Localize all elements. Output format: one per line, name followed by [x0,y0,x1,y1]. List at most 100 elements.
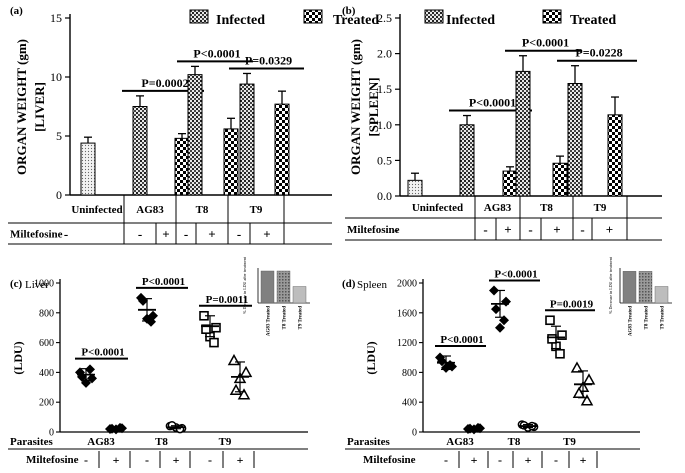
bar-uninfected-uninfected [407,179,423,197]
inset-chart: AG83 Treated T8 Treated T9 Treated % Decrea… [608,256,672,336]
y-tick-label: 5 [56,129,62,143]
y-tick-label: 200 [39,398,54,409]
miltefosine-plus: + [471,453,478,467]
miltefosine-minus: - [498,453,502,467]
data-point-diamond [85,364,95,375]
group-label-t9: T9 [563,436,576,448]
bar-t9-infected [239,83,255,196]
y-tick-label: 1200 [397,338,417,349]
miltefosine-minus: - [84,453,88,467]
y-tick-label: 1.5 [377,82,392,96]
parasites-row-label: Parasites [347,436,390,448]
organ-label: Liver [25,279,49,291]
inset-bar [638,271,653,304]
data-point-diamond [495,322,505,333]
panel-label: (c) [10,278,23,290]
bar-t8-treated [223,128,239,196]
pvalue-label: P=0.0329 [245,53,292,67]
bar-ag83-treated [174,137,190,196]
legend-treated-label: Treated [570,13,616,28]
inset-bar [276,270,291,304]
inset-category-label: AG83 Treated [629,306,634,336]
data-point-diamond [489,285,499,296]
data-point-square [547,334,557,344]
y-axis-label: (LDU) [11,341,25,374]
pvalue-label: P=0.0011 [206,294,249,306]
pvalue-label: P=0.0228 [575,46,622,60]
miltefosine-minus: - [145,453,149,467]
inset-category-label: T8 Treated [645,306,650,330]
legend-infected-label: Infected [446,13,495,28]
legend-treated-label: Treated [333,13,379,28]
data-point-square [545,315,555,326]
y-tick-label: 800 [39,308,54,319]
inset-category-label: T9 Treated [661,306,666,330]
miltefosine-plus: + [525,453,532,467]
miltefosine-plus: + [162,227,169,242]
group-label-ag83: AG83 [136,204,164,216]
data-point-triangle [239,365,253,378]
bar-t8-infected [515,70,531,197]
y-axis-label-organ: [SPLEEN] [366,77,381,136]
y-tick-label: 2000 [397,279,417,290]
panel-d: (d) Spleen (LDU) 0 400 800 1200 1600 2000 P<0.000… [342,256,672,468]
panel-label: (b) [342,5,356,17]
bar-t9-treated [607,114,623,197]
y-axis-label-organ: [LIVER] [32,82,47,132]
group-label-t9: T9 [594,202,607,214]
inset-bar [622,271,637,304]
pvalue-label: P=0.0002 [141,76,188,90]
miltefosine-minus: - [444,453,448,467]
miltefosine-plus: + [553,222,560,237]
data-point-diamond [146,316,156,327]
bar-uninfected-uninfected [80,142,96,196]
y-tick-label: 800 [402,368,417,379]
y-axis-label: ORGAN WEIGHT (gm) [348,39,363,175]
data-point-triangle [582,373,596,385]
inset-category-label: T8 Treated [283,306,288,330]
miltefosine-minus: - [138,227,142,242]
bar-t9-treated [274,103,290,196]
pvalue-label: P<0.0001 [469,96,516,110]
inset-bar [292,286,307,304]
bar-t8-treated [552,162,568,197]
miltefosine-plus: + [113,453,120,467]
panel-label: (a) [10,5,23,17]
bar-t9-infected [567,83,583,197]
legend-infected-label: Infected [216,13,265,28]
legend: Infected Treated [189,9,379,28]
legend-swatch-infected [424,9,444,24]
group-label-ag83: AG83 [87,436,115,448]
group-label-uninfected: Uninfected [71,204,122,216]
group-label-uninfected: Uninfected [412,202,463,214]
group-label-t8: T8 [155,436,168,448]
data-point-square [557,330,567,340]
miltefosine-minus: - [208,453,212,467]
miltefosine-minus: - [554,453,558,467]
miltefosine-row-label: Miltefosine [363,454,416,466]
bar-ag83-treated [502,170,518,197]
y-tick-label: 0 [412,428,417,439]
y-axis-label: ORGAN WEIGHT (gm) [14,39,29,175]
miltefosine-minus: - [394,222,398,237]
y-tick-label: 10 [50,70,62,84]
data-point-square [211,322,221,333]
miltefosine-plus: + [173,453,180,467]
y-tick-label: 0 [49,428,54,439]
data-point-diamond [491,304,501,315]
y-tick-label: 1.0 [377,118,392,132]
data-point-triangle [570,361,584,373]
y-tick-label: 2.5 [377,11,392,25]
y-tick-label: 400 [39,368,54,379]
miltefosine-plus: + [504,222,511,237]
miltefosine-minus: - [64,227,68,242]
inset-category-label: T9 Treated [299,306,304,330]
y-tick-label: 0 [56,188,62,202]
miltefosine-minus: - [483,222,487,237]
inset-category-label: AG83 Treated [267,306,272,336]
inset-chart: AG83 Treated T8 Treated T9 Treated % Decrea… [242,256,310,336]
miltefosine-plus: + [263,227,270,242]
group-label-ag83: AG83 [484,202,512,214]
